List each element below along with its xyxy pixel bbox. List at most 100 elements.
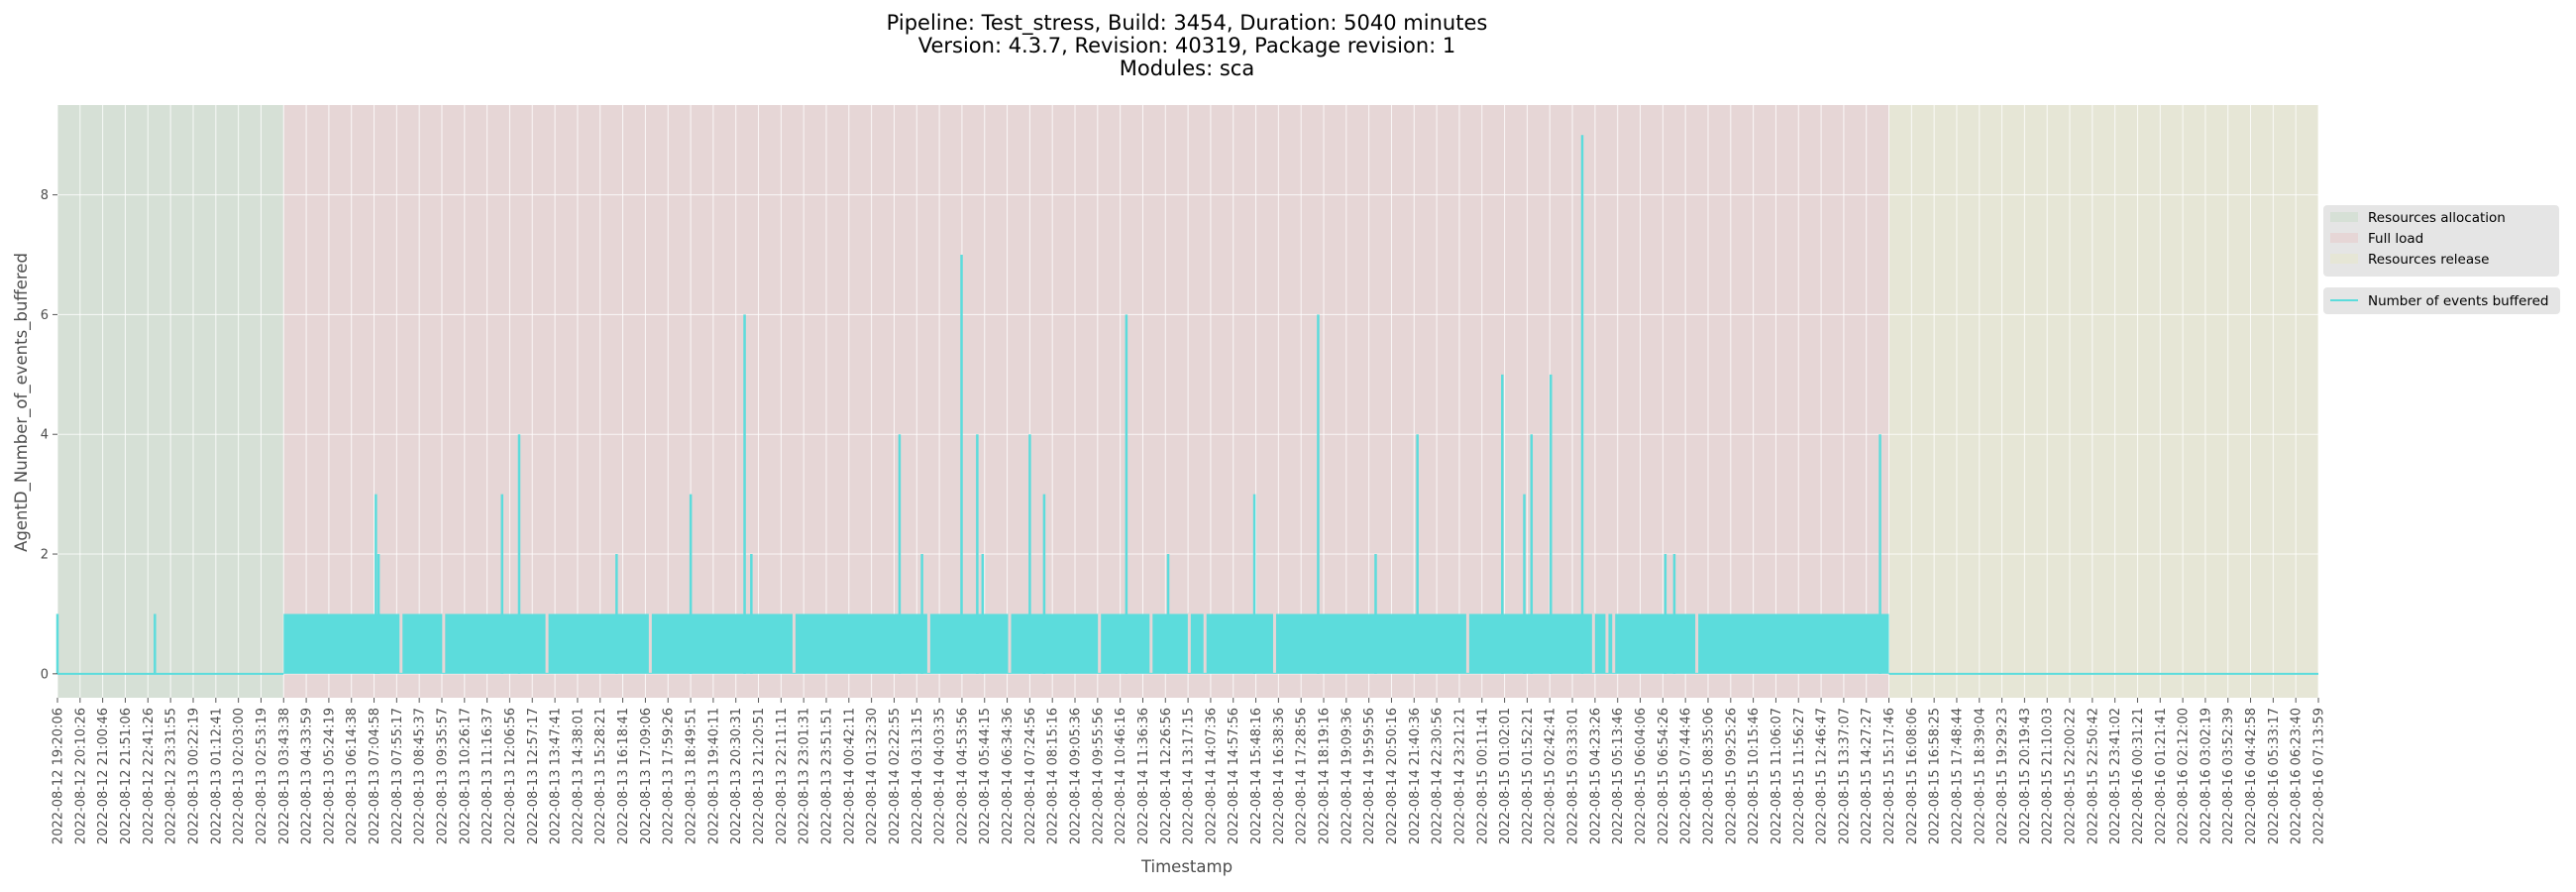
x-tick-label: 2022-08-13 13:47:41 — [549, 708, 564, 844]
x-tick-label: 2022-08-14 08:15:16 — [1046, 708, 1061, 844]
x-tick-label: 2022-08-13 02:03:00 — [232, 708, 247, 844]
x-tick-label: 2022-08-14 22:30:56 — [1431, 708, 1446, 844]
series-dropout — [1149, 613, 1153, 673]
y-tick-label: 8 — [41, 188, 49, 203]
x-tick-label: 2022-08-13 00:22:19 — [187, 708, 202, 844]
legend-label: Full load — [2368, 231, 2423, 247]
x-tick-label: 2022-08-14 13:17:15 — [1182, 708, 1197, 844]
x-tick-label: 2022-08-13 17:59:26 — [662, 708, 677, 844]
x-tick-label: 2022-08-13 19:40:11 — [706, 708, 721, 844]
x-tick-label: 2022-08-14 01:32:30 — [865, 708, 880, 844]
x-tick-label: 2022-08-14 14:57:56 — [1227, 708, 1241, 844]
x-tick-label: 2022-08-13 08:45:37 — [413, 708, 428, 844]
x-tick-label: 2022-08-13 07:55:17 — [390, 708, 405, 844]
x-tick-label: 2022-08-15 22:00:22 — [2064, 708, 2079, 844]
legend-label: Resources allocation — [2368, 210, 2506, 226]
chart-title-line: Modules: sca — [1120, 56, 1254, 80]
x-tick-label: 2022-08-13 07:04:58 — [368, 708, 382, 844]
x-tick-label: 2022-08-13 09:35:57 — [435, 708, 450, 844]
legend-label: Resources release — [2368, 252, 2489, 268]
phase-band — [1888, 105, 2318, 698]
x-tick-label: 2022-08-14 23:21:21 — [1452, 708, 1467, 844]
y-tick-label: 0 — [41, 667, 49, 682]
x-tick-label: 2022-08-15 05:13:46 — [1611, 708, 1626, 844]
x-tick-label: 2022-08-12 23:31:55 — [164, 708, 179, 844]
series-dropout — [1187, 613, 1191, 673]
legend-label: Number of events buffered — [2368, 293, 2548, 309]
x-tick-label: 2022-08-14 12:26:56 — [1159, 708, 1174, 844]
y-axis-ticks: 0 2 4 6 8 — [41, 188, 57, 682]
x-tick-label: 2022-08-15 07:44:46 — [1679, 708, 1694, 844]
x-tick-label: 2022-08-13 23:51:51 — [819, 708, 834, 844]
x-tick-label: 2022-08-14 17:28:56 — [1295, 708, 1310, 844]
x-tick-label: 2022-08-15 06:54:26 — [1657, 708, 1671, 844]
legend-series: Number of events buffered — [2323, 287, 2560, 314]
grid-lines — [56, 105, 2319, 698]
x-tick-label: 2022-08-14 04:03:35 — [933, 708, 948, 844]
x-tick-label: 2022-08-15 01:02:01 — [1498, 708, 1513, 844]
x-tick-label: 2022-08-14 07:24:56 — [1023, 708, 1038, 844]
series-dropout — [1098, 613, 1102, 673]
x-tick-label: 2022-08-15 02:42:41 — [1544, 708, 1558, 844]
x-tick-label: 2022-08-15 18:39:04 — [1973, 708, 1987, 844]
y-tick-label: 6 — [41, 308, 49, 323]
series-dropout — [1695, 613, 1699, 673]
x-tick-label: 2022-08-13 02:53:19 — [255, 708, 269, 844]
series-dropout — [648, 613, 652, 673]
series-dropout — [1272, 613, 1276, 673]
legend-swatch — [2330, 233, 2358, 243]
phase-backgrounds — [57, 105, 2318, 698]
legend-swatch — [2330, 212, 2358, 222]
x-tick-label: 2022-08-15 11:06:07 — [1770, 708, 1784, 844]
x-tick-label: 2022-08-14 06:34:36 — [1001, 708, 1016, 844]
x-tick-label: 2022-08-13 18:49:51 — [685, 708, 699, 844]
x-tick-label: 2022-08-13 14:38:01 — [571, 708, 586, 844]
x-tick-label: 2022-08-13 03:43:38 — [277, 708, 292, 844]
x-tick-label: 2022-08-14 02:22:55 — [888, 708, 903, 844]
series-dropout — [1612, 613, 1616, 673]
x-tick-label: 2022-08-13 16:18:41 — [616, 708, 631, 844]
x-tick-label: 2022-08-13 17:09:06 — [639, 708, 654, 844]
x-tick-label: 2022-08-14 20:50:16 — [1385, 708, 1400, 844]
x-tick-label: 2022-08-16 01:21:41 — [2154, 708, 2169, 844]
x-tick-label: 2022-08-14 03:13:15 — [911, 708, 925, 844]
x-axis-ticks: 2022-08-12 19:20:06 2022-08-12 20:10:26 20… — [52, 698, 2327, 844]
chart-title: Pipeline: Test_stress, Build: 3454, Dura… — [887, 11, 1488, 80]
x-tick-label: 2022-08-15 04:23:26 — [1588, 708, 1603, 844]
series-dropout — [545, 613, 549, 673]
x-tick-label: 2022-08-12 22:41:26 — [142, 708, 157, 844]
x-tick-label: 2022-08-16 00:31:21 — [2131, 708, 2146, 844]
x-tick-label: 2022-08-15 13:37:07 — [1837, 708, 1852, 844]
x-tick-label: 2022-08-16 03:52:39 — [2221, 708, 2236, 844]
phase-band — [283, 105, 1889, 698]
x-tick-label: 2022-08-14 00:42:11 — [842, 708, 857, 844]
y-tick-label: 2 — [41, 548, 49, 563]
x-tick-label: 2022-08-13 22:11:11 — [775, 708, 790, 844]
x-tick-label: 2022-08-13 04:33:59 — [300, 708, 315, 844]
x-tick-label: 2022-08-15 19:29:23 — [1995, 708, 2010, 844]
x-tick-label: 2022-08-16 07:13:59 — [2312, 708, 2327, 844]
x-tick-label: 2022-08-14 16:38:36 — [1272, 708, 1287, 844]
x-tick-label: 2022-08-13 11:16:37 — [481, 708, 495, 844]
x-tick-label: 2022-08-15 17:48:44 — [1950, 708, 1965, 844]
y-tick-label: 4 — [41, 428, 49, 443]
x-tick-label: 2022-08-16 03:02:19 — [2199, 708, 2213, 844]
x-tick-label: 2022-08-13 12:57:17 — [526, 708, 541, 844]
series-events-buffered — [55, 135, 2318, 675]
x-tick-label: 2022-08-13 01:12:41 — [209, 708, 224, 844]
x-tick-label: 2022-08-14 19:59:56 — [1362, 708, 1377, 844]
series-dropout — [792, 613, 796, 673]
series-dropout — [926, 613, 930, 673]
legend-box — [2323, 287, 2560, 314]
x-tick-label: 2022-08-13 05:24:19 — [322, 708, 337, 844]
series-dropout — [1008, 613, 1012, 673]
x-tick-label: 2022-08-12 21:51:06 — [119, 708, 134, 844]
x-tick-label: 2022-08-12 21:00:46 — [96, 708, 111, 844]
chart-title-line: Version: 4.3.7, Revision: 40319, Package… — [918, 34, 1456, 57]
x-tick-label: 2022-08-15 03:33:01 — [1566, 708, 1581, 844]
x-tick-label: 2022-08-13 10:26:17 — [458, 708, 473, 844]
x-tick-label: 2022-08-15 08:35:06 — [1701, 708, 1716, 844]
x-tick-label: 2022-08-15 00:11:41 — [1475, 708, 1490, 844]
legend-swatch — [2330, 254, 2358, 264]
x-tick-label: 2022-08-13 20:30:31 — [729, 708, 744, 844]
